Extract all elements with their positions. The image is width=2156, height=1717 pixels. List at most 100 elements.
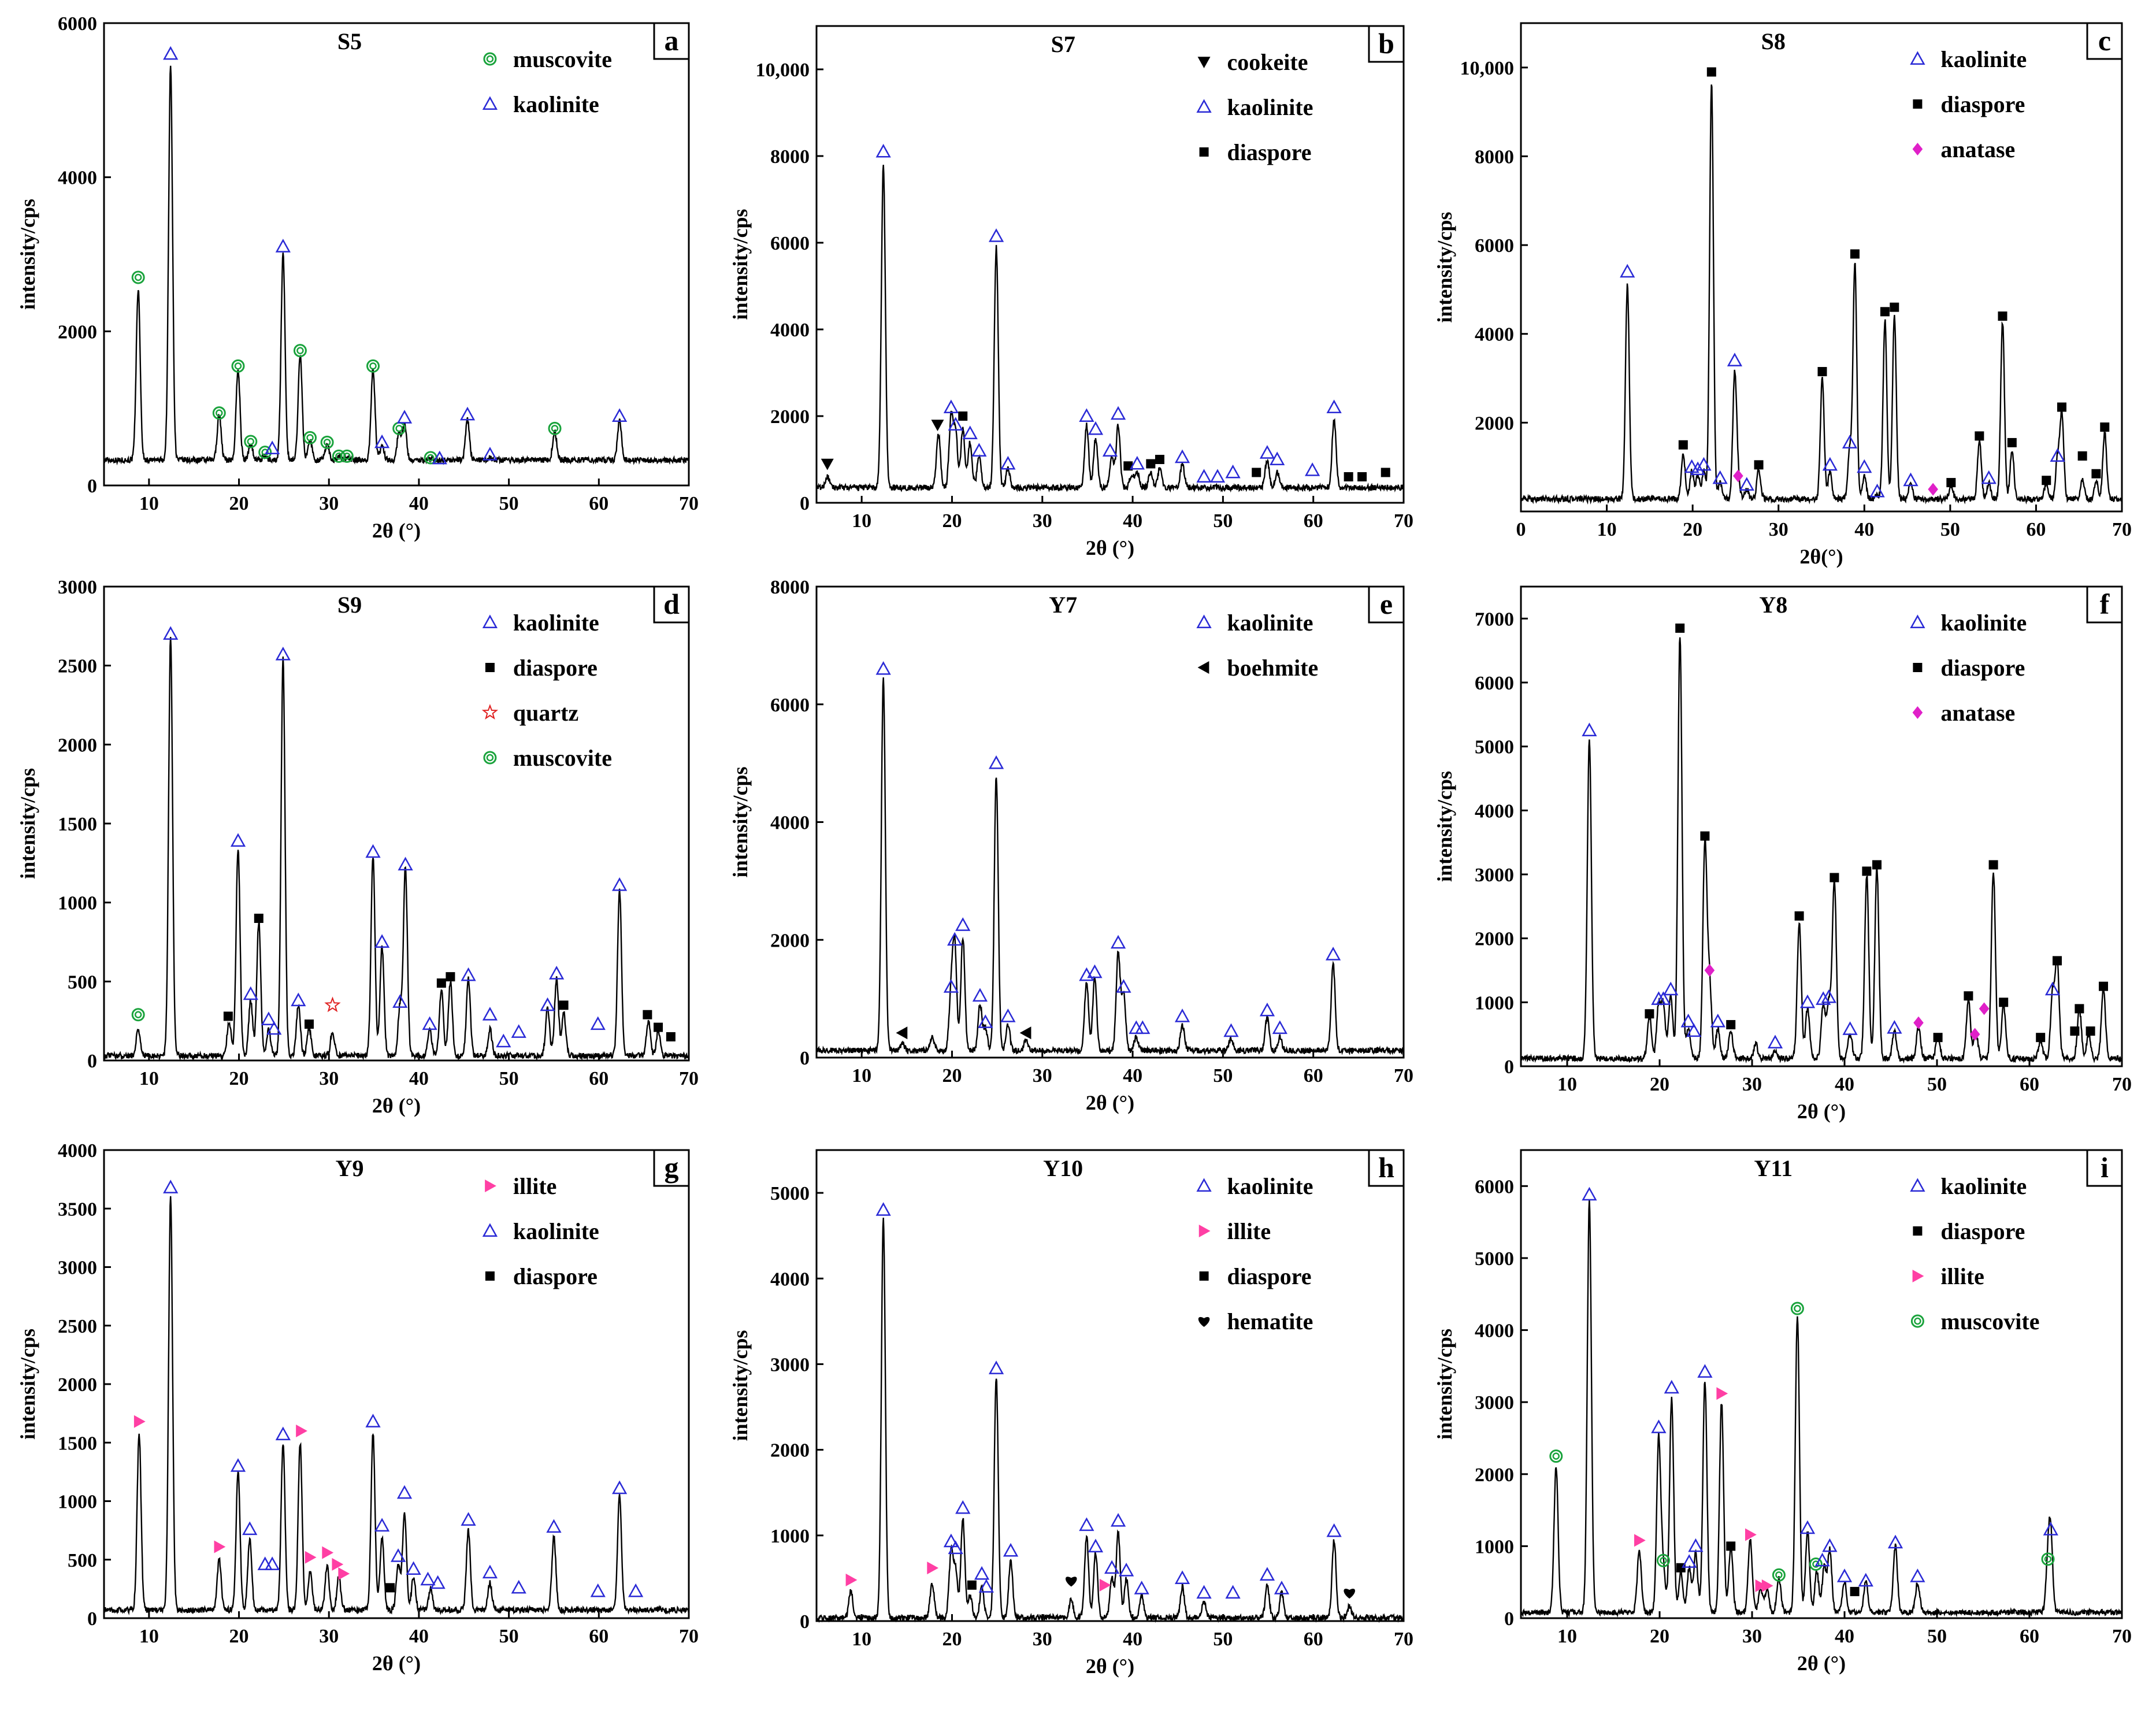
marker-square-10 bbox=[304, 1019, 314, 1029]
marker-circle-10-outer bbox=[320, 435, 334, 449]
marker-triangle-1 bbox=[1582, 1186, 1597, 1201]
marker-square-29 bbox=[1381, 468, 1390, 477]
panel-letter: b bbox=[1378, 27, 1394, 60]
marker-triangle-17 bbox=[396, 1485, 413, 1499]
marker-triangle-12 bbox=[365, 844, 381, 858]
marker-square-legend-2 bbox=[1199, 1271, 1209, 1281]
marker-square-6 bbox=[967, 1580, 977, 1590]
marker-triangle-20 bbox=[430, 1575, 446, 1589]
panel-letter-box bbox=[2086, 1149, 2123, 1187]
y-tick-label: 10,000 bbox=[1460, 58, 1515, 79]
marker-circle-12-outer bbox=[340, 449, 354, 463]
y-tick-label: 2500 bbox=[58, 656, 97, 677]
marker-triangle-22 bbox=[511, 1024, 526, 1038]
marker-triangle-13 bbox=[1842, 435, 1858, 448]
marker-triangle-13 bbox=[1116, 979, 1131, 993]
marker-triangle-22 bbox=[1259, 1567, 1275, 1581]
y-tick-label: 0 bbox=[1504, 1608, 1514, 1630]
marker-square-22 bbox=[1975, 431, 1984, 441]
x-tick-label: 70 bbox=[2112, 1626, 2132, 1647]
marker-triangle-27 bbox=[611, 877, 628, 891]
x-tick-label: 10 bbox=[1557, 1626, 1577, 1647]
legend-label-anatase: anatase bbox=[1940, 136, 2015, 162]
marker-triangle-right-2 bbox=[1634, 1534, 1646, 1547]
marker-triangle-18 bbox=[1259, 1002, 1275, 1017]
marker-square-25 bbox=[559, 1000, 569, 1010]
x-tick-label: 10 bbox=[852, 510, 871, 532]
marker-triangle-5 bbox=[955, 1500, 971, 1514]
marker-triangle-26 bbox=[590, 1016, 606, 1030]
marker-square-26 bbox=[2042, 476, 2051, 485]
x-tick-label: 30 bbox=[1769, 519, 1788, 540]
y-tick-label: 6000 bbox=[1475, 673, 1514, 694]
marker-triangle-right-11 bbox=[332, 1557, 344, 1571]
y-axis-label: intensity/cps bbox=[729, 1330, 752, 1441]
marker-square-18 bbox=[1890, 302, 1899, 312]
xrd-trace bbox=[815, 1217, 1405, 1623]
marker-triangle-down-2 bbox=[931, 420, 944, 431]
marker-diamond-20 bbox=[1928, 483, 1938, 496]
y-tick-label: 4000 bbox=[770, 320, 810, 341]
marker-triangle-right-14 bbox=[1761, 1579, 1773, 1592]
x-tick-label: 20 bbox=[942, 1065, 962, 1086]
x-tick-label: 40 bbox=[1854, 519, 1874, 540]
marker-triangle-30 bbox=[2044, 981, 2061, 996]
marker-triangle-3 bbox=[1656, 991, 1671, 1005]
x-tick-label: 20 bbox=[942, 510, 962, 532]
y-tick-label: 4000 bbox=[1475, 1321, 1514, 1342]
xrd-trace bbox=[815, 165, 1404, 493]
marker-square-35 bbox=[2099, 981, 2108, 991]
marker-square-5 bbox=[1706, 67, 1716, 77]
marker-triangle-3 bbox=[1651, 1419, 1667, 1433]
marker-square-28 bbox=[2057, 402, 2066, 412]
marker-triangle-21 bbox=[1836, 1568, 1853, 1582]
marker-triangle-13 bbox=[1088, 1538, 1104, 1553]
y-tick-label: 1000 bbox=[770, 1526, 810, 1547]
marker-square-11 bbox=[1726, 1541, 1736, 1551]
marker-triangle-9 bbox=[1739, 477, 1754, 491]
marker-triangle-18 bbox=[1134, 1581, 1149, 1594]
marker-square-21 bbox=[1946, 478, 1956, 488]
x-tick-label: 60 bbox=[1304, 510, 1323, 532]
marker-square-legend-2 bbox=[485, 1271, 495, 1281]
y-tick-label: 0 bbox=[800, 493, 810, 514]
marker-triangle-legend-0 bbox=[482, 614, 498, 629]
marker-diamond-8 bbox=[1733, 469, 1743, 483]
marker-square-22 bbox=[1850, 1586, 1860, 1596]
x-axis-label: 2θ (°) bbox=[1086, 1655, 1134, 1678]
y-tick-label: 3000 bbox=[1475, 865, 1514, 886]
plot-frame bbox=[815, 25, 1405, 504]
marker-circle-10-inner bbox=[323, 439, 331, 446]
marker-triangle-24 bbox=[549, 966, 565, 980]
marker-triangle-23 bbox=[511, 1579, 526, 1594]
marker-square-22 bbox=[1252, 468, 1261, 477]
x-tick-label: 40 bbox=[409, 1626, 429, 1647]
marker-triangle-19 bbox=[1272, 1020, 1287, 1034]
marker-square-16 bbox=[1146, 459, 1156, 469]
y-tick-label: 1500 bbox=[58, 814, 97, 835]
x-tick-label: 30 bbox=[319, 1626, 339, 1647]
marker-triangle-27 bbox=[628, 1583, 644, 1597]
marker-heart-25 bbox=[1344, 1589, 1355, 1599]
marker-square-24 bbox=[1964, 991, 1973, 1001]
marker-triangle-right-14 bbox=[1099, 1578, 1111, 1592]
marker-triangle-right-10 bbox=[322, 1546, 334, 1559]
marker-circle-3 bbox=[231, 359, 245, 373]
marker-circle-legend-0-inner bbox=[486, 55, 494, 63]
plot-frame bbox=[103, 585, 690, 1062]
y-tick-label: 3000 bbox=[770, 1354, 810, 1375]
marker-circle-13-outer bbox=[366, 359, 380, 373]
marker-circle-17-inner bbox=[426, 454, 435, 462]
marker-triangle-15 bbox=[1816, 991, 1831, 1005]
x-tick-label: 20 bbox=[1650, 1074, 1669, 1095]
y-tick-label: 8000 bbox=[770, 577, 810, 598]
marker-triangle-7 bbox=[1727, 353, 1743, 366]
marker-triangle-5 bbox=[257, 1556, 273, 1570]
y-tick-label: 2000 bbox=[58, 735, 97, 756]
marker-square-5 bbox=[958, 411, 968, 421]
marker-triangle-7 bbox=[1682, 1554, 1697, 1568]
marker-circle-8-inner bbox=[296, 347, 304, 354]
marker-triangle-1 bbox=[163, 626, 179, 640]
marker-triangle-5 bbox=[972, 988, 988, 1002]
marker-triangle-6 bbox=[265, 440, 280, 455]
